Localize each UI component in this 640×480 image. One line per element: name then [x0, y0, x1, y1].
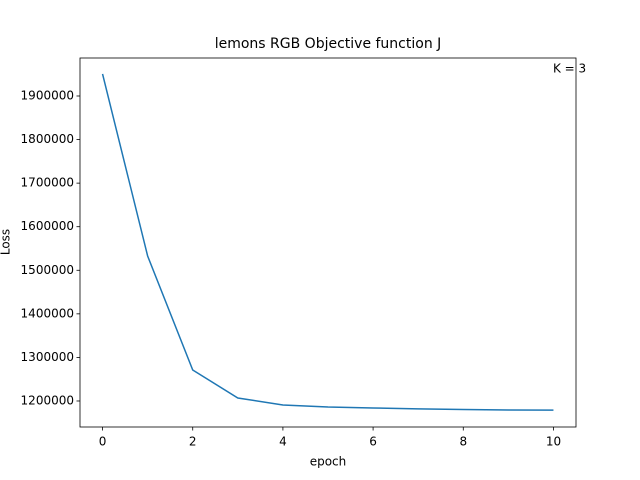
- annotation: K = 3: [553, 62, 586, 76]
- y-tick-label: 1700000: [21, 176, 74, 190]
- y-tick-label: 1200000: [21, 393, 74, 407]
- data-line: [101, 73, 554, 411]
- x-tick-label: 2: [189, 435, 197, 449]
- y-tick-label: 1400000: [21, 306, 74, 320]
- chart-title: lemons RGB Objective function J: [215, 36, 442, 52]
- x-tick-label: 8: [459, 435, 467, 449]
- x-tick-label: 6: [369, 435, 377, 449]
- x-tick-label: 10: [546, 435, 561, 449]
- y-axis-label: Loss: [0, 229, 13, 255]
- y-tick-label: 1900000: [21, 88, 74, 102]
- x-axis-label: epoch: [310, 455, 347, 469]
- y-tick-label: 1500000: [21, 263, 74, 277]
- x-tick-label: 4: [279, 435, 287, 449]
- y-tick-label: 1600000: [21, 219, 74, 233]
- x-tick-label: 0: [99, 435, 107, 449]
- y-tick-label: 1800000: [21, 132, 74, 146]
- plot-frame: [79, 57, 577, 428]
- y-tick-label: 1300000: [21, 350, 74, 364]
